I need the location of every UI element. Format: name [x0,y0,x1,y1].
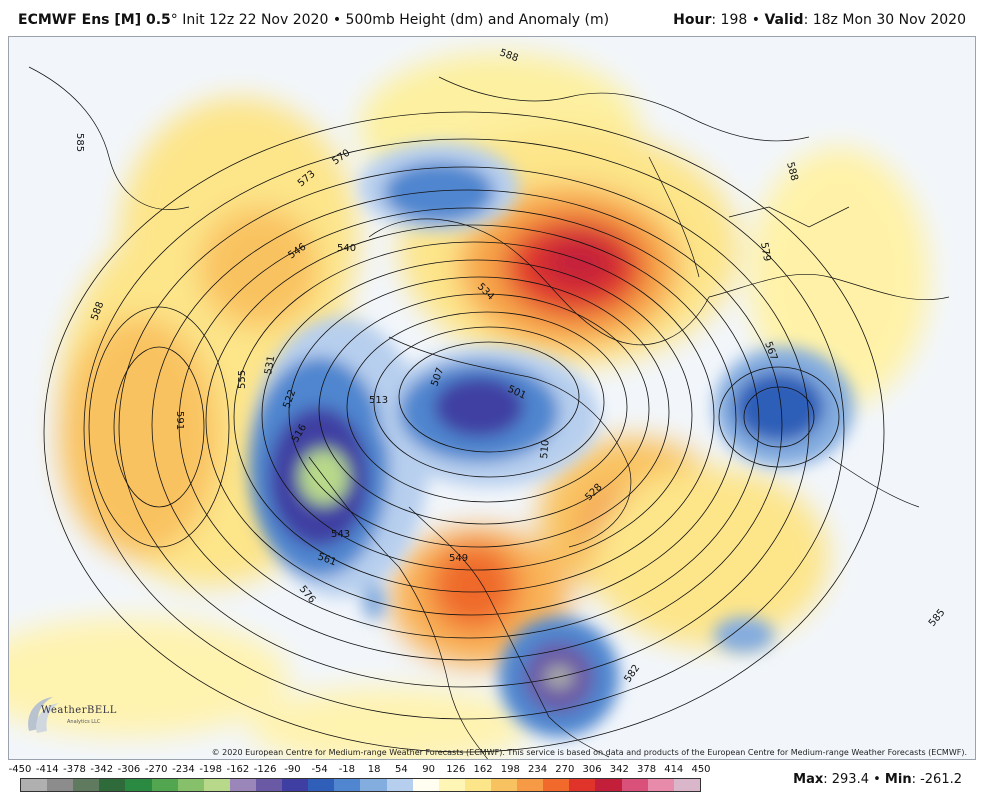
colorbar-segment [203,779,230,791]
colorbar-tick-label: 90 [422,764,435,775]
colorbar-segment [21,779,48,791]
logo-sub: Analytics LLC [67,719,101,725]
bullet: • [332,12,342,28]
colorbar-segment [151,779,178,791]
colorbar-segment [543,779,570,791]
contour-label: 510 [539,439,552,459]
anomaly-map: 588 585 570 573 540 546 534 531 522 516 … [9,37,975,759]
colorbar-segment [99,779,126,791]
colorbar-tick-label: 270 [555,764,575,775]
credits: © 2020 European Centre for Medium-range … [211,748,967,757]
colorbar-tick-label: 126 [446,764,466,775]
max-label: Max [793,772,824,787]
height-contours [43,111,885,753]
colorbar-segment [334,779,361,791]
colorbar-segment [673,779,700,791]
colorbar-tick-label: 414 [664,764,684,775]
contour-label: 585 [74,133,85,152]
colorbar-tick-label: -450 [8,764,32,775]
colorbar-tick-label: -306 [117,764,141,775]
colorbar [20,778,701,792]
coastlines [28,66,950,759]
colorbar-segment [517,779,544,791]
min-label: Min [884,772,912,787]
colorbar-tick-label: 450 [691,764,711,775]
colorbar-tick-label: -126 [253,764,277,775]
contour-label: 549 [449,553,468,564]
weatherbell-logo-icon [28,697,59,733]
colorbar-tick-label: 162 [473,764,493,775]
header: ECMWF Ens [M] 0.5° Init 12z 22 Nov 2020 … [0,0,984,36]
contour-label: 555 [237,370,248,389]
contour-label: 513 [369,395,388,406]
colorbar-tick-label: -90 [284,764,301,775]
colorbar-tick-label: 18 [367,764,381,775]
colorbar-tick-label: 306 [582,764,602,775]
contour-label: 591 [174,411,185,430]
hour-value: : 198 • [711,12,760,28]
colorbar-segment [308,779,335,791]
weatherbell-logo: WeatherBELL Analytics LLC [23,691,118,737]
colorbar-tick-label: 378 [636,764,657,775]
map-panel: 588 585 570 573 540 546 534 531 522 516 … [8,36,976,760]
colorbar-segment [621,779,648,791]
colorbar-tick-label: -162 [226,764,250,775]
hour-label: Hour [673,12,712,28]
field-text: 500mb Height (dm) and Anomaly (m) [345,12,610,28]
valid-value: : 18z Mon 30 Nov 2020 [803,12,966,28]
colorbar-segment [595,779,622,791]
contour-label: 579 [758,242,772,263]
colorbar-tick-label: -414 [35,764,59,775]
valid-label: Valid [764,12,804,28]
model-name: ECMWF Ens [M] 0.5 [18,12,171,28]
contour-label: 543 [331,529,350,540]
colorbar-segment [490,779,518,791]
colorbar-tick-label: -234 [172,764,195,775]
colorbar-segment [47,779,74,791]
colorbar-segment [255,779,283,791]
init-text: Init 12z 22 Nov 2020 [182,12,329,28]
negative-anomaly-fills [249,142,854,737]
colorbar-segment [282,779,309,791]
contour-label: 588 [784,161,800,182]
colorbar-segment [386,779,413,791]
colorbar-tick-label: 234 [528,764,548,775]
colorbar-segment [438,779,465,791]
map-title: ECMWF Ens [M] 0.5° Init 12z 22 Nov 2020 … [18,12,609,28]
colorbar-segment [412,779,439,791]
max-value: : 293.4 • [823,772,881,787]
min-value: : -261.2 [911,772,962,787]
colorbar-segment [464,779,491,791]
colorbar-tick-label: -18 [338,764,356,775]
colorbar-segment [569,779,596,791]
colorbar-tick-label: -342 [90,764,114,775]
contour-label: 540 [337,243,356,254]
colorbar-segment [177,779,204,791]
colorbar-segment [360,779,387,791]
degree-sign: ° [170,12,178,28]
colorbar-segment [647,779,674,791]
colorbar-segment [125,779,152,791]
colorbar-tick-label: -198 [199,764,223,775]
colorbar-tick-label: -378 [63,764,86,775]
contour-label: 531 [263,355,277,376]
colorbar-tick-label: 198 [500,764,520,775]
colorbar-tick-label: 54 [394,764,408,775]
colorbar-segment [73,779,100,791]
max-min-stats: Max: 293.4 • Min: -261.2 [793,772,962,787]
logo-name: WeatherBELL [41,705,117,716]
colorbar-segment [229,779,256,791]
colorbar-tick-label: -54 [311,764,328,775]
colorbar-ticks: -450 -414 -378 -342 -306 -270 -234 -198 -162 -126… [9,764,711,778]
colorbar-tick-label: 342 [609,764,629,775]
valid-time: Hour: 198 • Valid: 18z Mon 30 Nov 2020 [673,12,966,28]
colorbar-tick-label: -270 [144,764,168,775]
